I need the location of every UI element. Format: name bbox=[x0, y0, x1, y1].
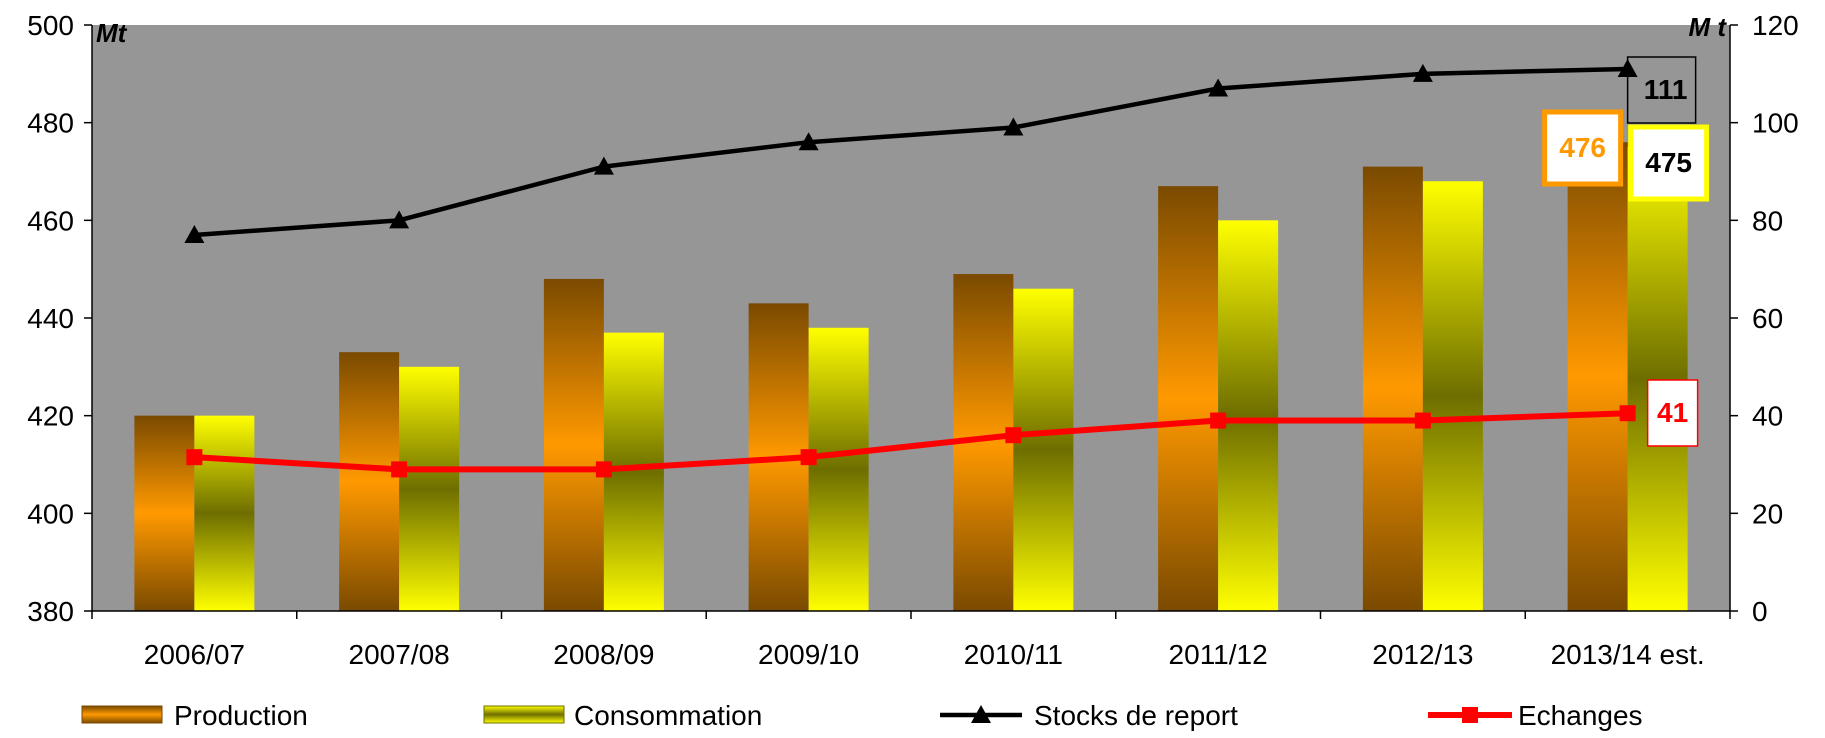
point-echanges bbox=[1414, 412, 1431, 429]
x-tick-label: 2012/13 bbox=[1372, 639, 1473, 670]
y-right-tick-label: 20 bbox=[1752, 498, 1783, 529]
bar-production bbox=[1567, 142, 1628, 611]
line-stocks-de-report bbox=[194, 66, 1628, 238]
bar-consommation bbox=[399, 366, 460, 611]
label-box-production bbox=[1542, 109, 1624, 187]
x-tick-label: 2006/07 bbox=[144, 639, 245, 670]
legend-label-stocks: Stocks de report bbox=[1034, 700, 1238, 731]
point-stocks-de-report bbox=[1412, 63, 1433, 82]
point-stocks-de-report bbox=[1208, 78, 1229, 97]
label-box-echanges bbox=[1646, 379, 1699, 447]
y-left-tick-label: 380 bbox=[27, 596, 74, 627]
x-tick-label: 2013/14 est. bbox=[1551, 639, 1705, 670]
bar-consommation bbox=[1013, 288, 1074, 611]
point-stocks-de-report bbox=[798, 132, 819, 151]
y-right-tick-label: 60 bbox=[1752, 303, 1783, 334]
y-left-tick-label: 420 bbox=[27, 401, 74, 432]
bar-production bbox=[134, 415, 195, 611]
bar-production bbox=[543, 278, 604, 611]
bar-consommation bbox=[194, 415, 255, 611]
plot-area bbox=[92, 25, 1730, 611]
point-echanges bbox=[1619, 405, 1636, 422]
label-box-consommation bbox=[1628, 124, 1710, 202]
y-left-tick-label: 400 bbox=[27, 498, 74, 529]
line-echanges bbox=[194, 410, 1628, 473]
bar-production bbox=[1362, 166, 1423, 611]
x-tick-label: 2008/09 bbox=[553, 639, 654, 670]
right-axis-label: M t bbox=[1688, 12, 1727, 42]
bar-production bbox=[1158, 186, 1219, 611]
y-right-tick-label: 80 bbox=[1752, 205, 1783, 236]
left-axis-label: Mt bbox=[96, 18, 128, 48]
legend-swatch-consommation bbox=[483, 705, 565, 724]
point-echanges bbox=[800, 449, 817, 466]
label-box-stocks bbox=[1626, 56, 1697, 124]
point-stocks-de-report bbox=[593, 156, 614, 175]
bar-consommation bbox=[603, 332, 664, 611]
point-echanges bbox=[1210, 412, 1227, 429]
y-left-tick-label: 460 bbox=[27, 205, 74, 236]
legend-label-production: Production bbox=[174, 700, 308, 731]
x-tick-label: 2010/11 bbox=[964, 639, 1063, 670]
x-tick-label: 2011/12 bbox=[1169, 639, 1268, 670]
bar-production bbox=[339, 352, 400, 611]
point-echanges bbox=[391, 461, 408, 478]
label-echanges: 41 bbox=[1657, 397, 1688, 428]
bar-consommation bbox=[1627, 147, 1688, 612]
y-left-tick-label: 500 bbox=[27, 10, 74, 41]
point-stocks-de-report bbox=[389, 210, 410, 229]
bar-consommation bbox=[1422, 181, 1483, 611]
y-right-tick-label: 100 bbox=[1752, 108, 1799, 139]
legend-swatch-production bbox=[81, 705, 163, 724]
point-stocks-de-report bbox=[184, 224, 205, 243]
label-consommation: 475 bbox=[1645, 147, 1692, 178]
point-echanges bbox=[595, 461, 612, 478]
bar-consommation bbox=[1218, 220, 1279, 612]
y-right-tick-label: 0 bbox=[1752, 596, 1768, 627]
point-echanges bbox=[1005, 427, 1022, 444]
y-right-tick-label: 40 bbox=[1752, 401, 1783, 432]
legend-marker-stocks bbox=[971, 705, 991, 723]
y-left-tick-label: 480 bbox=[27, 108, 74, 139]
point-echanges bbox=[186, 449, 203, 466]
y-left-tick-label: 440 bbox=[27, 303, 74, 334]
legend-label-echanges: Echanges bbox=[1518, 700, 1643, 731]
label-production: 476 bbox=[1559, 132, 1606, 163]
label-stocks: 111 bbox=[1644, 74, 1688, 105]
point-stocks-de-report bbox=[1003, 117, 1024, 136]
y-right-tick-label: 120 bbox=[1752, 10, 1799, 41]
legend-label-consommation: Consommation bbox=[574, 700, 762, 731]
legend-marker-echanges bbox=[1462, 707, 1478, 723]
x-tick-label: 2009/10 bbox=[758, 639, 859, 670]
bar-consommation bbox=[808, 327, 869, 611]
x-tick-label: 2007/08 bbox=[349, 639, 450, 670]
